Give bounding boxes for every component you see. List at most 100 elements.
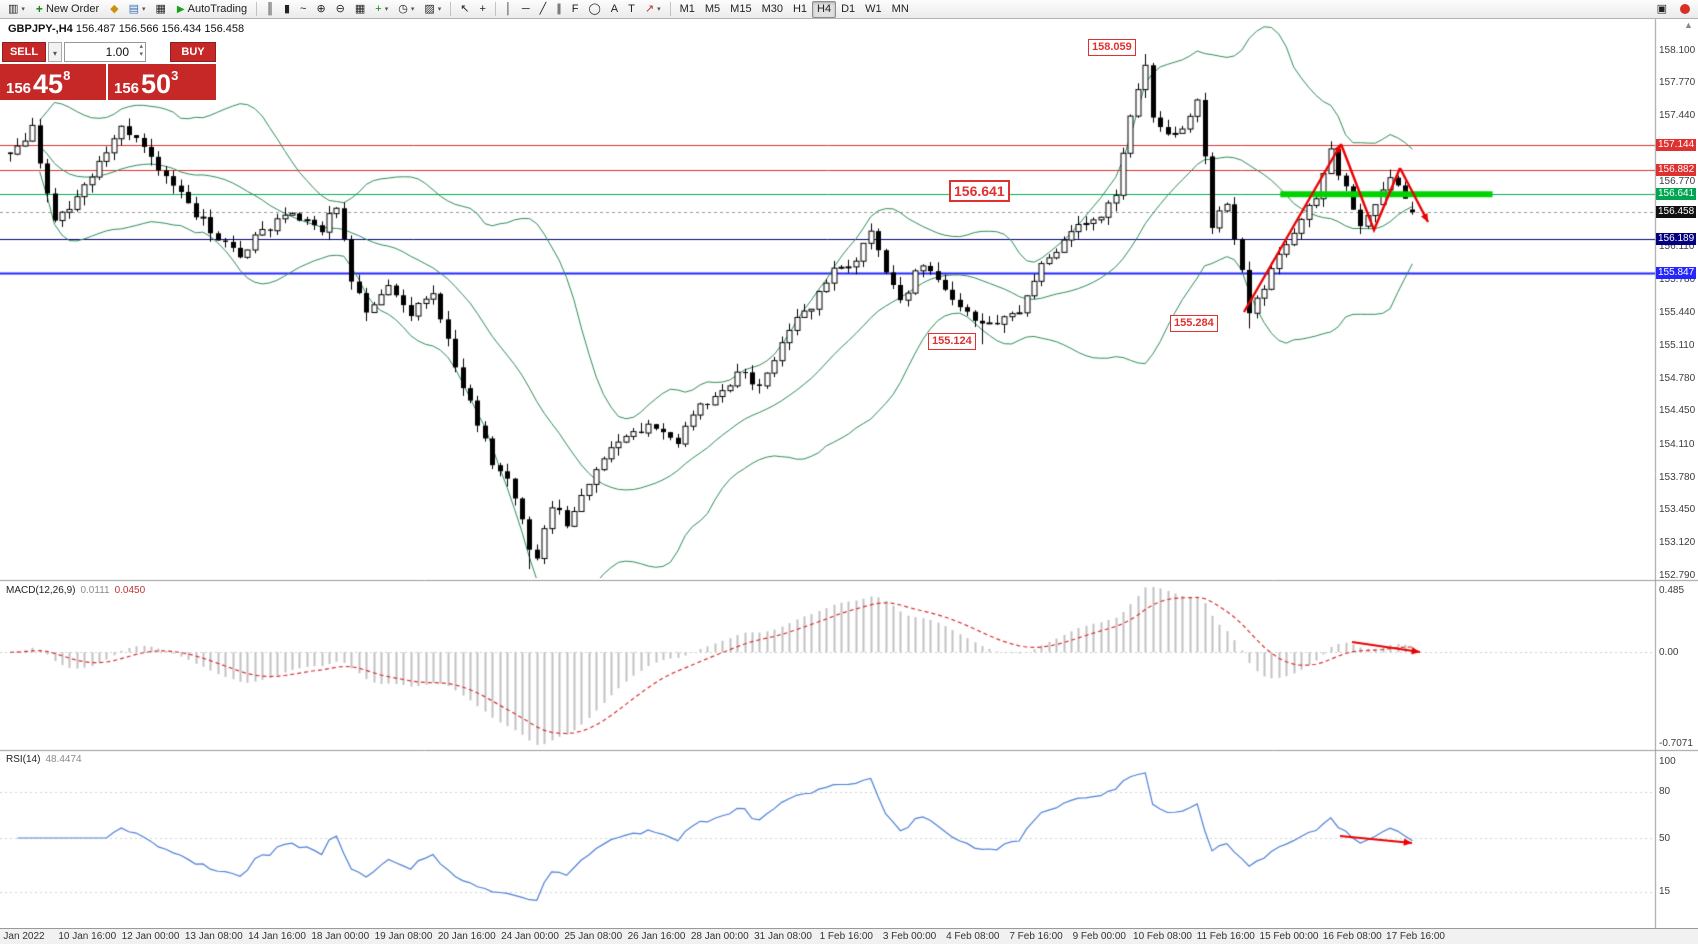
vertical-line-icon[interactable]: │ [500,1,517,18]
trendline-icon[interactable]: ╱ [535,1,552,18]
zoom-out-icon[interactable]: ⊖ [331,1,350,18]
price-tick: 153.450 [1659,504,1696,516]
text-label-icon: T [628,2,635,15]
macd-scale-tick: -0.7071 [1659,737,1693,749]
price-tick: 154.110 [1659,438,1695,450]
macd-label: MACD(12,26,9) 0.0111 0.0450 [6,585,145,596]
annotation-resistance-price[interactable]: 156.641 [949,180,1010,202]
buy-button[interactable]: BUY [170,42,216,62]
autotrading-label: AutoTrading [187,3,248,15]
sell-price-point: 8 [63,68,71,83]
timeframe-button-M15[interactable]: M15 [730,3,752,15]
sell-button[interactable]: SELL [2,42,46,62]
ohlc-values: 156.487 156.566 156.434 156.458 [75,23,245,35]
volume-input[interactable]: 1.00 ▴ ▾ [64,42,146,62]
time-tick: 14 Jan 16:00 [248,931,306,942]
time-tick: 17 Feb 16:00 [1386,931,1445,942]
candlestick-chart-icon: ▮ [283,2,291,15]
annotation-high-price[interactable]: 158.059 [1088,39,1136,56]
channel-icon[interactable]: ∥ [551,1,567,18]
time-tick: 26 Jan 16:00 [627,931,686,942]
zoom-out-icon: ⊖ [335,2,345,15]
price-tick: 152.790 [1659,569,1696,581]
time-tick: 4 Feb 08:00 [946,931,1000,942]
time-tick: 12 Jan 00:00 [121,931,180,942]
notifications-icon[interactable] [1675,1,1695,18]
line-chart-icon[interactable]: ~ [295,1,311,18]
arrows-icon[interactable]: ↗ ▾ [640,1,666,18]
horizontal-line-icon: ─ [521,2,530,15]
channel-icon: ∥ [556,2,562,15]
text-icon[interactable]: A [606,1,623,18]
chart-window-icon[interactable]: ▣ [1652,1,1672,18]
scroll-to-end-icon[interactable]: ▲ [1684,20,1693,30]
price-tick: 155.110 [1659,340,1695,352]
profiles-icon: ▤ [128,2,139,15]
time-tick: 25 Jan 08:00 [564,931,623,942]
tile-windows-icon[interactable]: ▦ [350,1,370,18]
time-tick: 24 Jan 00:00 [501,931,559,942]
timeframe-button-W1[interactable]: W1 [865,3,882,15]
volume-up-icon[interactable]: ▴ [139,43,143,50]
volume-down-icon[interactable]: ▾ [139,51,143,58]
timeframe-button-MN[interactable]: MN [891,3,909,15]
zoom-in-icon[interactable]: ⊕ [311,1,330,18]
charts-icon[interactable]: ▥ ▾ [3,1,30,18]
symbol-period-label: GBPJPY-,H4 [8,23,73,35]
periods-icon[interactable]: ◷ ▾ [393,1,419,18]
timeframe-button-H4[interactable]: H4 [812,0,837,18]
time-tick: 28 Jan 00:00 [690,931,749,942]
rsi-scale-tick: 80 [1659,786,1671,798]
timeframe-button-D1[interactable]: D1 [841,3,856,15]
candlestick-chart-icon[interactable]: ▮ [279,1,295,18]
toolbar: ▥▾ New Order ◆▤▾▦ AutoTrading ║▮~⊕⊖▦+▾◷▾… [0,0,1698,19]
text-icon: A [610,2,619,15]
crosshair-icon[interactable]: + [475,1,491,18]
timeframe-button-H1[interactable]: H1 [792,3,808,15]
templates-icon[interactable]: ▨ ▾ [419,1,446,18]
trendline-icon: ╱ [539,2,547,15]
sell-price[interactable]: 156 45 8 [0,64,106,100]
rsi-value: 48.4474 [45,754,82,765]
price-line-tag: 156.189 [1656,232,1697,245]
chart-title: GBPJPY-,H4 156.487 156.566 156.434 156.4… [8,23,244,35]
text-label-icon[interactable]: T [623,1,640,18]
horizontal-line-icon[interactable]: ─ [517,1,535,18]
bar-chart-icon[interactable]: ║ [261,1,279,18]
price-line-tag: 155.847 [1656,266,1697,279]
price-tick: 156.110 [1659,241,1695,253]
price-tick: 156.770 [1659,175,1696,187]
new-order-label: New Order [45,3,100,15]
new-order-button[interactable]: New Order [31,1,104,18]
buy-price[interactable]: 156 50 3 [108,64,216,100]
timeframe-button-M5[interactable]: M5 [704,3,721,15]
cursor-icon[interactable]: ↖ [455,1,474,18]
autotrading-button[interactable]: AutoTrading [172,1,252,18]
profiles-icon[interactable]: ▤ ▾ [124,1,151,18]
rsi-scale-tick: 50 [1659,832,1671,844]
shapes-icon[interactable]: ◯ [583,1,605,18]
volume-dropdown-icon[interactable] [48,42,62,62]
timeframe-button-M30[interactable]: M30 [761,3,783,15]
toolbar-separator [450,2,452,16]
annotation-low-price-1[interactable]: 155.124 [928,333,976,350]
arrows-icon: ↗ [644,2,655,15]
price-line-tag: 156.882 [1656,164,1697,177]
buy-price-big: 156 [114,80,140,97]
tile-windows-icon: ▦ [354,2,366,15]
time-tick: 18 Jan 00:00 [311,931,370,942]
buy-price-pips: 50 [141,69,172,99]
dropdown-caret-icon: ▾ [384,6,389,13]
annotation-low-price-2[interactable]: 155.284 [1170,315,1218,332]
indicators-icon[interactable]: + ▾ [370,1,393,18]
timeframe-button-M1[interactable]: M1 [679,3,695,15]
data-window-icon[interactable]: ▦ [151,1,171,18]
rsi-name: RSI(14) [6,754,41,765]
rsi-scale-tick: 15 [1659,886,1671,898]
expert-advisors-icon[interactable]: ◆ [105,1,123,18]
fibonacci-icon[interactable]: F [567,1,584,18]
price-tick: 153.780 [1659,471,1696,483]
toolbar-separator [256,2,258,16]
